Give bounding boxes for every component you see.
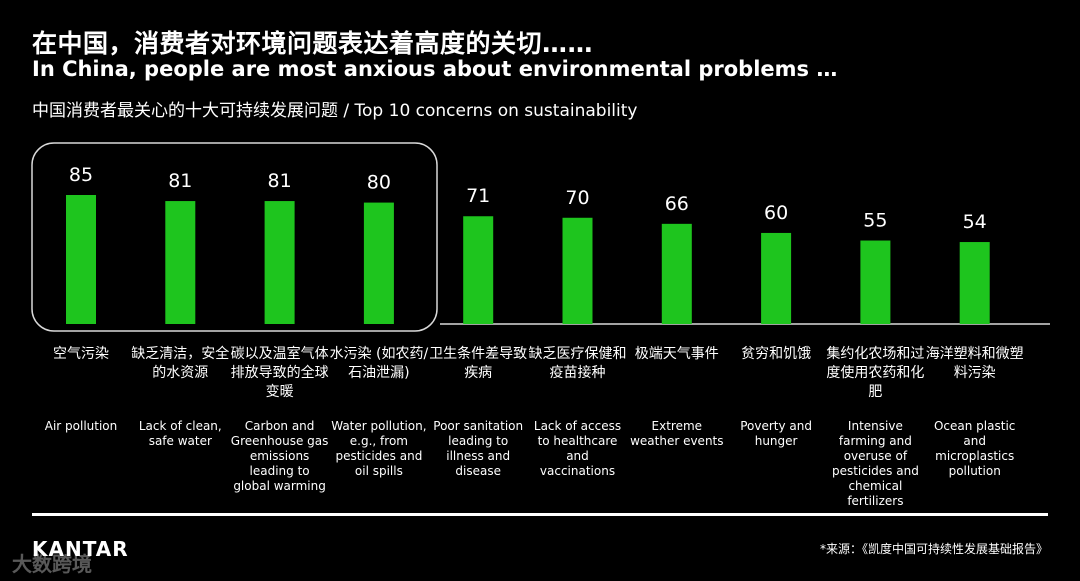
category-label-cn: 海洋塑料和微塑料污染 bbox=[925, 346, 1024, 381]
brand-logo: KANTAR bbox=[32, 537, 129, 561]
source-note: *来源：《凯度中国可持续性发展基础报告》 bbox=[819, 542, 1048, 556]
data-label: 81 bbox=[268, 170, 292, 192]
bar bbox=[463, 216, 494, 324]
category-label-cn: 缺乏清洁，安全的水资源 bbox=[131, 346, 230, 381]
category-label-en: Water pollution, e.g., from pesticides a… bbox=[331, 419, 427, 478]
data-label: 55 bbox=[863, 210, 887, 232]
category-label-en: Lack of clean, safe water bbox=[138, 419, 222, 448]
bar bbox=[264, 201, 295, 324]
bar bbox=[165, 201, 196, 324]
category-label-en: Air pollution bbox=[44, 419, 118, 433]
bar bbox=[860, 240, 891, 324]
category-label-cn: 卫生条件差导致疾病 bbox=[429, 346, 528, 381]
data-label: 85 bbox=[69, 164, 93, 186]
data-label: 80 bbox=[367, 172, 391, 194]
bar bbox=[959, 242, 990, 324]
bottom-divider bbox=[32, 513, 1048, 516]
data-label: 54 bbox=[963, 211, 987, 233]
category-label-cn: 空气污染 bbox=[53, 346, 109, 362]
category-label-en: Poverty and hunger bbox=[740, 419, 812, 448]
category-label-cn: 集约化农场和过度使用农药和化肥 bbox=[826, 346, 925, 400]
category-label-en: Lack of access to healthcare and vaccina… bbox=[533, 419, 622, 478]
category-label-cn: 极端天气事件 bbox=[634, 346, 719, 362]
category-label-en: Ocean plastic and microplastics pollutio… bbox=[933, 419, 1016, 478]
bar bbox=[562, 217, 593, 324]
category-label-cn: 碳以及温室气体排放导致的全球变暖 bbox=[230, 346, 329, 400]
bar bbox=[761, 232, 792, 324]
bar bbox=[661, 223, 692, 324]
category-label-cn: 水污染 (如农药/石油泄漏) bbox=[329, 346, 429, 381]
data-label: 70 bbox=[565, 187, 589, 209]
category-label-cn: 缺乏医疗保健和疫苗接种 bbox=[528, 346, 627, 381]
page-title-cn: 在中国，消费者对环境问题表达着高度的关切…… bbox=[32, 29, 594, 58]
chart-subtitle: 中国消费者最关心的十大可持续发展问题 / Top 10 concerns on … bbox=[32, 101, 638, 121]
category-label-en: Extreme weather events bbox=[630, 419, 724, 448]
data-label: 71 bbox=[466, 185, 490, 207]
category-label-cn: 贫穷和饥饿 bbox=[741, 346, 812, 362]
data-label: 60 bbox=[764, 202, 788, 224]
category-label-en: Intensive farming and overuse of pestici… bbox=[831, 419, 919, 508]
bar bbox=[363, 202, 394, 324]
data-label: 66 bbox=[665, 193, 689, 215]
bar bbox=[66, 195, 96, 324]
data-label: 81 bbox=[168, 170, 192, 192]
category-label-en: Poor sanitation leading to illness and d… bbox=[433, 419, 524, 478]
watermark: 大数跨境 bbox=[12, 552, 92, 576]
highlight-box bbox=[31, 142, 438, 332]
category-label-en: Carbon and Greenhouse gas emissions lead… bbox=[230, 419, 329, 493]
page-title-en: In China, people are most anxious about … bbox=[32, 57, 838, 81]
